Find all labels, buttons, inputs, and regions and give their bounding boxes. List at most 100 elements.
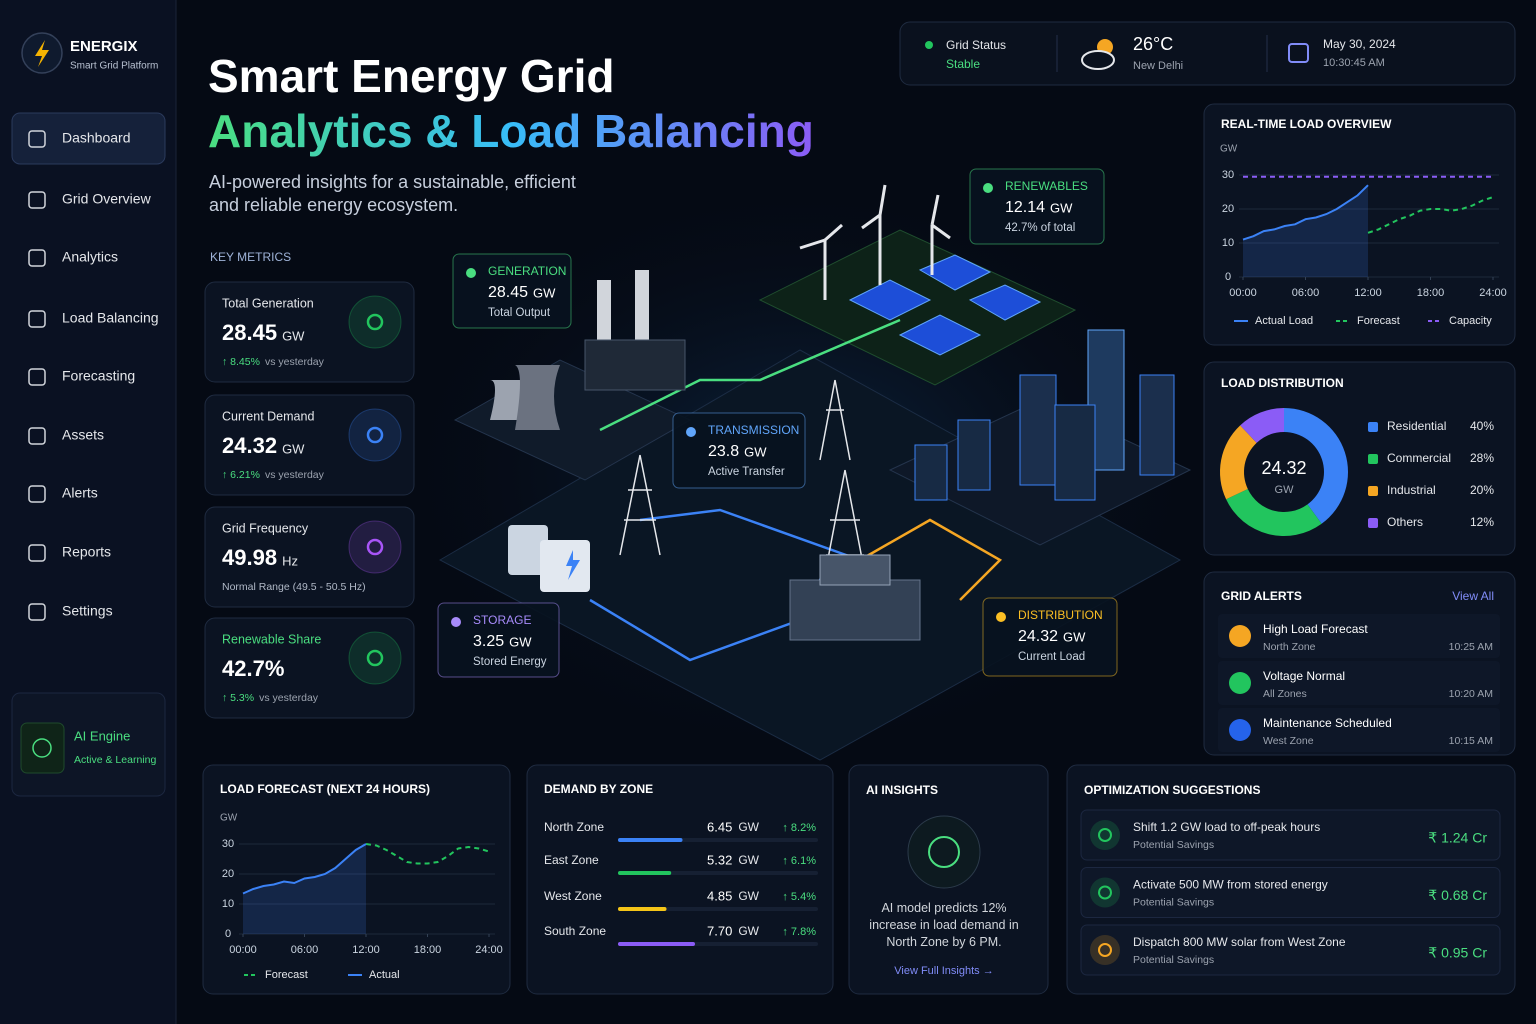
- storage: [508, 525, 590, 592]
- bar: [618, 838, 683, 842]
- nav-item[interactable]: Assets: [62, 427, 104, 443]
- donut-center-unit: GW: [1275, 484, 1295, 496]
- panel-title: OPTIMIZATION SUGGESTIONS: [1084, 783, 1260, 797]
- callout-unit: GW: [533, 285, 556, 300]
- callout-note: Stored Energy: [473, 656, 547, 668]
- panel-title: LOAD FORECAST (NEXT 24 HOURS): [220, 782, 430, 796]
- suggestion-text: Dispatch 800 MW solar from West Zone: [1133, 935, 1346, 949]
- callout-value: 28.45: [488, 284, 528, 301]
- metric-note: vs yesterday: [259, 692, 319, 704]
- callout-unit: GW: [744, 444, 767, 459]
- zone-value: 7.70: [707, 923, 732, 938]
- donut-center-value: 24.32: [1261, 458, 1306, 478]
- metric-value: 28.45: [222, 320, 277, 345]
- nav-item[interactable]: Forecasting: [62, 368, 135, 384]
- nav-item[interactable]: Alerts: [62, 485, 98, 501]
- city: New Delhi: [1133, 60, 1183, 72]
- ai-insight-text: AI model predicts 12% increase in load d…: [869, 901, 1019, 949]
- x-tick-label: 00:00: [229, 944, 257, 956]
- demand-panel: [526, 764, 834, 995]
- alert-title: Maintenance Scheduled: [1263, 716, 1392, 730]
- metric-card: [204, 506, 415, 608]
- zone-unit: GW: [738, 853, 759, 867]
- callout-unit: GW: [1050, 200, 1073, 215]
- alert-icon: [1229, 719, 1251, 741]
- metric-unit: Hz: [282, 553, 298, 568]
- nav-item[interactable]: Load Balancing: [62, 310, 159, 326]
- power-plant: [490, 270, 686, 430]
- nav-icon: [28, 310, 46, 328]
- x-tick-label: 00:00: [1229, 287, 1257, 299]
- alert-icon: [1229, 625, 1251, 647]
- callout-value: 24.32: [1018, 628, 1058, 645]
- metric-icon: [348, 520, 402, 574]
- nav-item[interactable]: Reports: [62, 544, 111, 560]
- y-tick-label: 30: [222, 838, 234, 850]
- x-tick-label: 18:00: [1417, 287, 1445, 299]
- suggestion-text: Shift 1.2 GW load to off-peak hours: [1133, 820, 1320, 834]
- substation: [789, 554, 921, 641]
- metric-icon-dot: [366, 538, 384, 556]
- insights-link[interactable]: View Full Insights →: [894, 965, 993, 977]
- metric-icon-dot: [366, 649, 384, 667]
- suggestion-icon-dot: [1098, 885, 1112, 900]
- callout-icon: [686, 427, 696, 437]
- suggestion-icon-dot: [1098, 943, 1112, 957]
- x-tick-label: 06:00: [291, 944, 319, 956]
- nav-item[interactable]: Grid Overview: [62, 191, 152, 207]
- nav-item[interactable]: Dashboard: [62, 130, 131, 146]
- status-bar: [899, 21, 1516, 86]
- metric-card: [204, 617, 415, 719]
- pylons: [619, 379, 869, 591]
- time: 10:30:45 AM: [1323, 57, 1385, 69]
- x-tick-label: 12:00: [352, 944, 380, 956]
- callout-box: [437, 602, 560, 678]
- nav-item[interactable]: Settings: [62, 603, 113, 619]
- zone-label: East Zone: [544, 853, 599, 867]
- panel-title: AI INSIGHTS: [866, 783, 938, 797]
- x-tick-label: 24:00: [475, 944, 503, 956]
- brand-tagline: Smart Grid Platform: [70, 61, 158, 72]
- legend-label: Others: [1387, 515, 1423, 529]
- view-all-link[interactable]: View All: [1452, 589, 1494, 603]
- nav-icon: [28, 427, 46, 445]
- legend-swatch: [1368, 422, 1378, 432]
- metric-icon-dot: [366, 426, 384, 444]
- callout-icon: [996, 612, 1006, 622]
- legend-label: Residential: [1387, 419, 1446, 433]
- callout-label: DISTRIBUTION: [1018, 608, 1103, 622]
- brain-icon-bg: [907, 815, 981, 889]
- zone-change: ↑ 7.8%: [782, 926, 816, 938]
- nav-item[interactable]: Analytics: [62, 249, 118, 265]
- brand-name: ENERGIX: [70, 38, 138, 55]
- metric-note: Normal Range (49.5 - 50.5 Hz): [222, 581, 366, 593]
- panel-title: LOAD DISTRIBUTION: [1221, 376, 1344, 390]
- legend-value: 20%: [1470, 483, 1494, 497]
- calendar-icon: [1288, 43, 1309, 63]
- nav-icon: [28, 130, 46, 148]
- donut-slice: [1284, 408, 1348, 524]
- legend-swatch: [1368, 486, 1378, 496]
- callout-label: TRANSMISSION: [708, 423, 799, 437]
- callout-note: 42.7% of total: [1005, 222, 1075, 234]
- suggestion-icon-dot: [1098, 828, 1112, 842]
- hero-description: AI-powered insights for a sustainable, e…: [209, 172, 576, 215]
- metric-unit: GW: [282, 328, 305, 343]
- y-axis-label: GW: [220, 813, 238, 824]
- suggestion-icon: [1090, 877, 1120, 908]
- donut-slice: [1240, 408, 1284, 443]
- alert-zone: West Zone: [1263, 735, 1314, 747]
- series-line: [1242, 184, 1369, 241]
- nav-icon: [28, 544, 46, 562]
- suggestion-value: ₹ 0.68 Cr: [1428, 887, 1487, 903]
- metric-icon: [348, 295, 402, 349]
- bar: [618, 907, 667, 911]
- legend-value: 40%: [1470, 419, 1494, 433]
- suggestion-icon: [1090, 935, 1120, 965]
- panel-title: GRID ALERTS: [1221, 589, 1302, 603]
- y-tick-label: 20: [1222, 203, 1234, 215]
- metric-value: 42.7%: [222, 656, 284, 681]
- ai-engine-status: Active & Learning: [74, 754, 156, 766]
- callout-box: [672, 412, 806, 489]
